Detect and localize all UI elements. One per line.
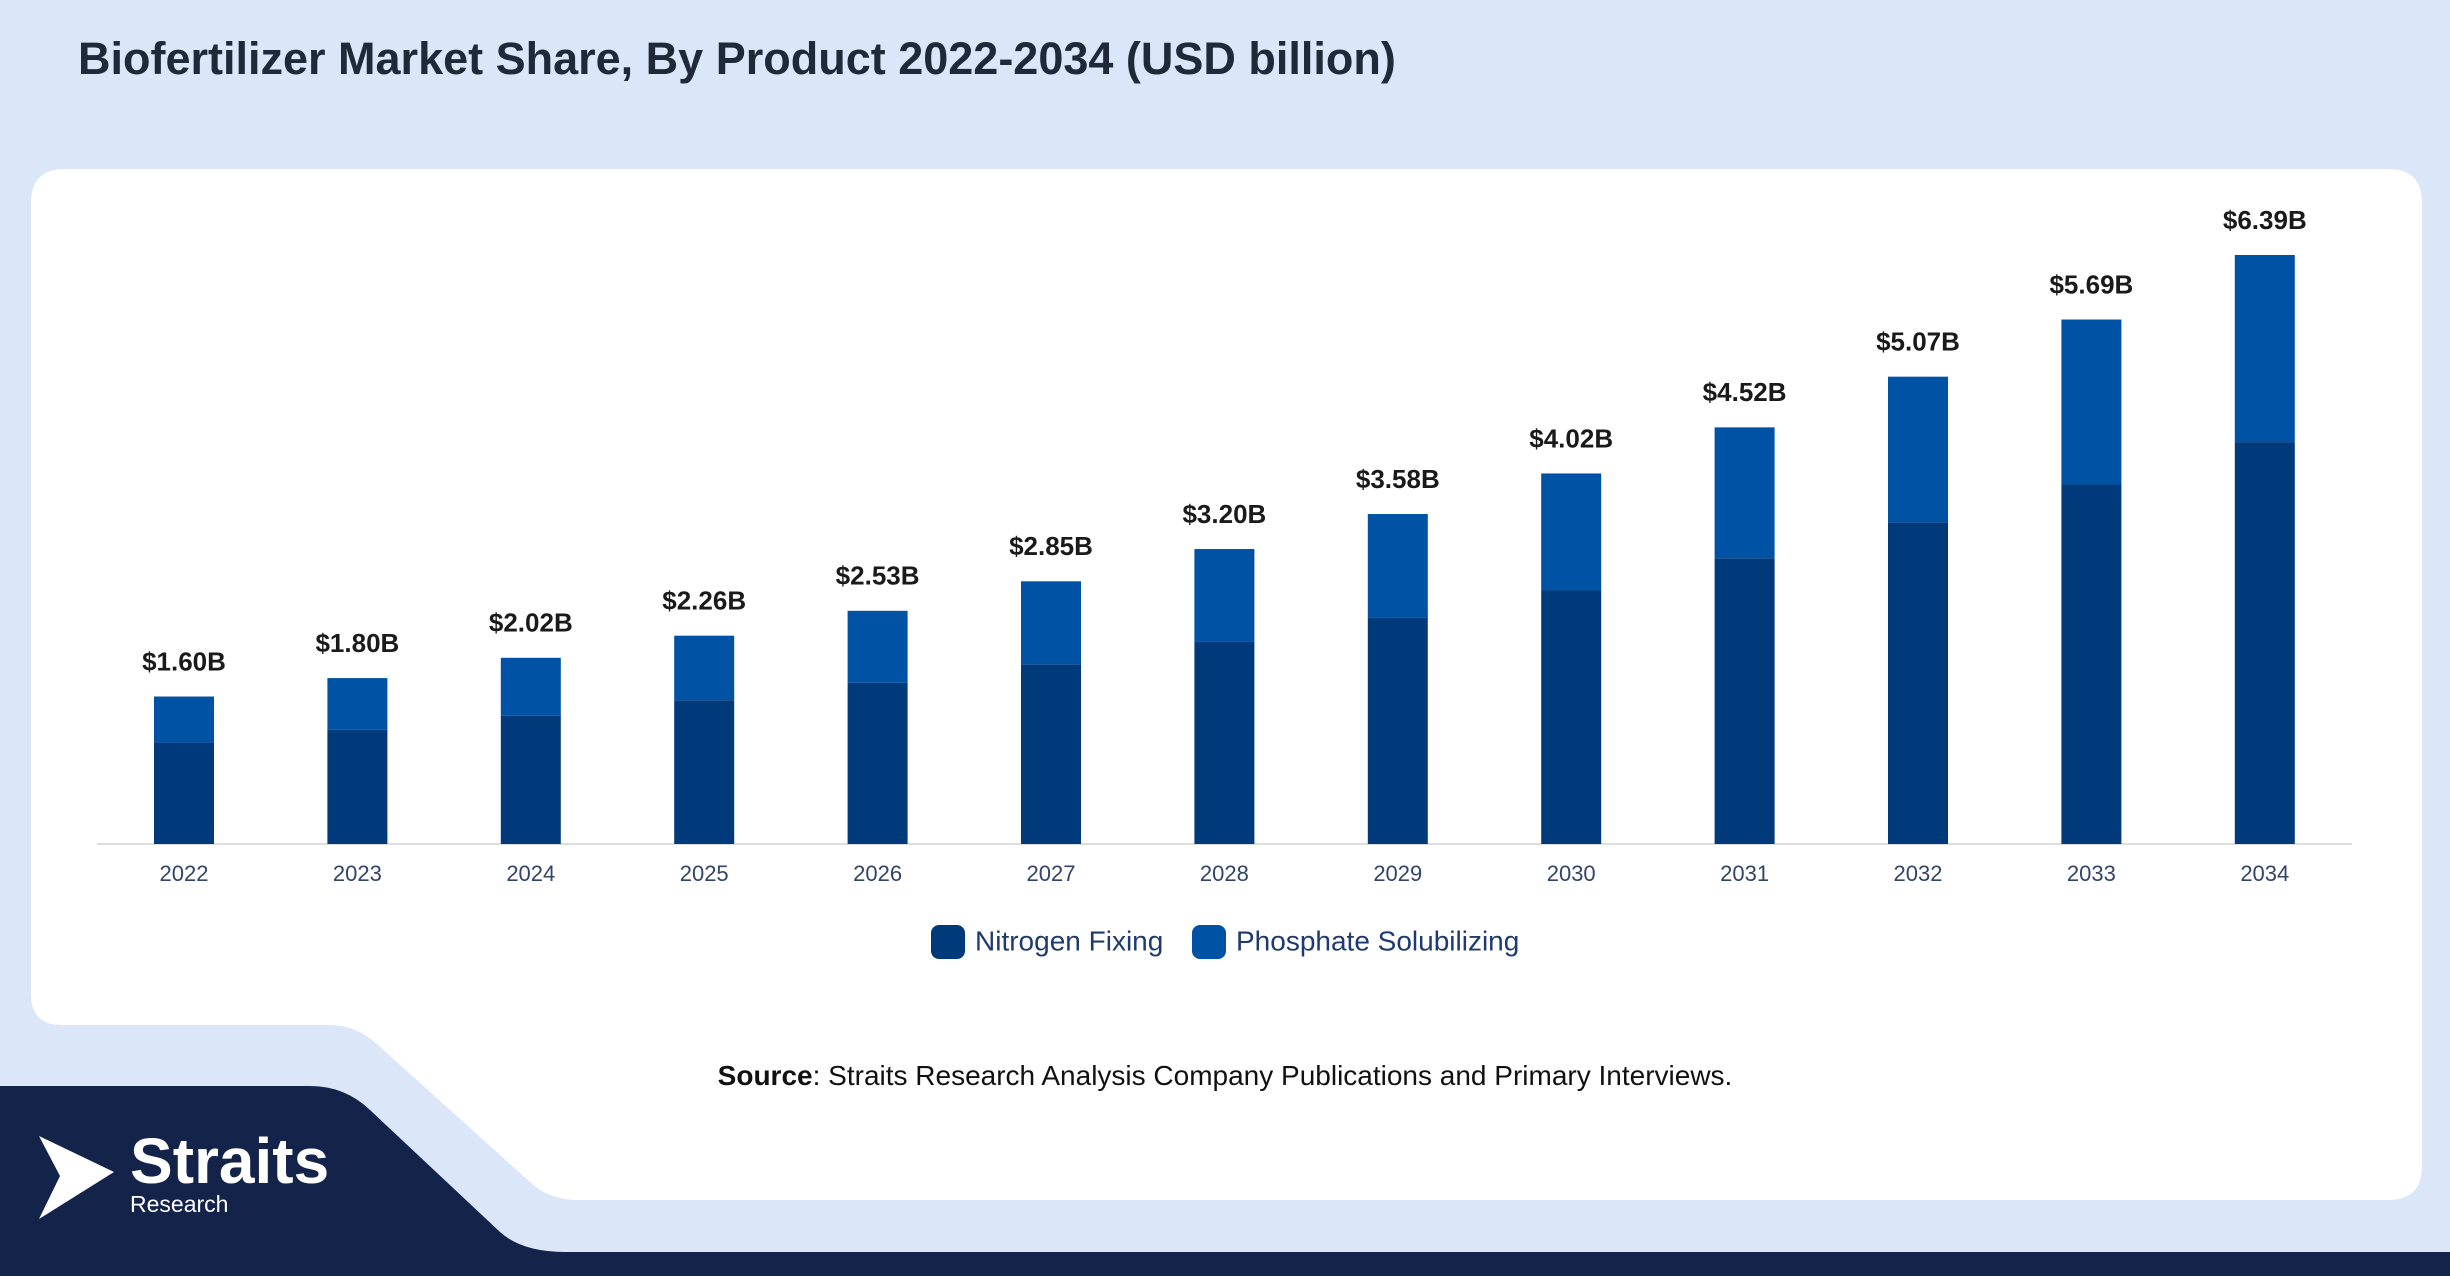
total-label: $5.07B xyxy=(1876,327,1960,357)
bar-segment xyxy=(674,700,735,844)
x-tick-label: 2030 xyxy=(1547,861,1596,886)
bar-segment xyxy=(1367,514,1428,618)
bar-segment xyxy=(674,635,735,701)
total-label: $4.52B xyxy=(1703,377,1787,407)
total-label: $4.02B xyxy=(1529,423,1613,453)
source: Source: Straits Research Analysis Compan… xyxy=(718,1060,1733,1091)
total-label: $2.53B xyxy=(836,561,920,591)
total-label: $1.80B xyxy=(315,628,399,658)
x-tick-label: 2031 xyxy=(1720,861,1769,886)
x-tick-label: 2029 xyxy=(1373,861,1422,886)
bar-segment xyxy=(1021,664,1081,844)
source-label: Source xyxy=(718,1060,813,1091)
total-label: $5.69B xyxy=(2049,269,2133,299)
bar-segment xyxy=(154,742,214,844)
x-tick-label: 2028 xyxy=(1200,861,1249,886)
total-label: $3.20B xyxy=(1182,499,1266,529)
x-tick-label: 2023 xyxy=(333,861,382,886)
logo-name: Straits xyxy=(130,1125,329,1197)
bar-segment xyxy=(2061,484,2122,844)
legend-label: Phosphate Solubilizing xyxy=(1236,925,1519,956)
x-tick-label: 2032 xyxy=(1894,861,1943,886)
bar-segment xyxy=(1541,473,1602,591)
logo-icon xyxy=(39,1136,114,1219)
bar-segment xyxy=(154,696,214,743)
bar-segment xyxy=(1021,581,1081,665)
total-label: $2.26B xyxy=(662,586,746,616)
bar-segment xyxy=(2234,255,2295,443)
bar-segment xyxy=(1888,522,1948,844)
x-tick-label: 2026 xyxy=(853,861,902,886)
bar-segment xyxy=(327,678,388,730)
x-tick-label: 2022 xyxy=(160,861,209,886)
total-label: $2.85B xyxy=(1009,531,1093,561)
chart-title: Biofertilizer Market Share, By Product 2… xyxy=(78,33,1396,84)
bar-segment xyxy=(1367,617,1428,844)
x-tick-label: 2034 xyxy=(2240,861,2289,886)
total-label: $3.58B xyxy=(1356,464,1440,494)
bar-segment xyxy=(1714,558,1775,844)
bar-segment xyxy=(327,729,388,844)
bar-segment xyxy=(2061,319,2122,485)
logo-tagline: Research xyxy=(130,1191,228,1217)
source-text: : Straits Research Analysis Company Publ… xyxy=(813,1060,1733,1091)
x-tick-label: 2024 xyxy=(506,861,555,886)
total-label: $6.39B xyxy=(2223,205,2307,235)
bar-segment xyxy=(847,682,908,844)
bar-segment xyxy=(1194,549,1255,642)
legend-label: Nitrogen Fixing xyxy=(975,925,1163,956)
bar-segment xyxy=(500,715,561,844)
bar-segment xyxy=(1714,427,1775,559)
navy-band xyxy=(0,1086,2450,1276)
x-tick-label: 2033 xyxy=(2067,861,2116,886)
bar-segment xyxy=(847,610,908,683)
legend-swatch xyxy=(1192,925,1226,959)
bar-segment xyxy=(500,657,561,716)
bar-segment xyxy=(2234,442,2295,844)
total-label: $1.60B xyxy=(142,646,226,676)
total-label: $2.02B xyxy=(489,608,573,638)
bar-segment xyxy=(1194,641,1255,844)
x-tick-label: 2027 xyxy=(1027,861,1076,886)
bar-segment xyxy=(1541,590,1602,844)
bar-segment xyxy=(1888,376,1948,523)
x-tick-label: 2025 xyxy=(680,861,729,886)
legend-swatch xyxy=(931,925,965,959)
